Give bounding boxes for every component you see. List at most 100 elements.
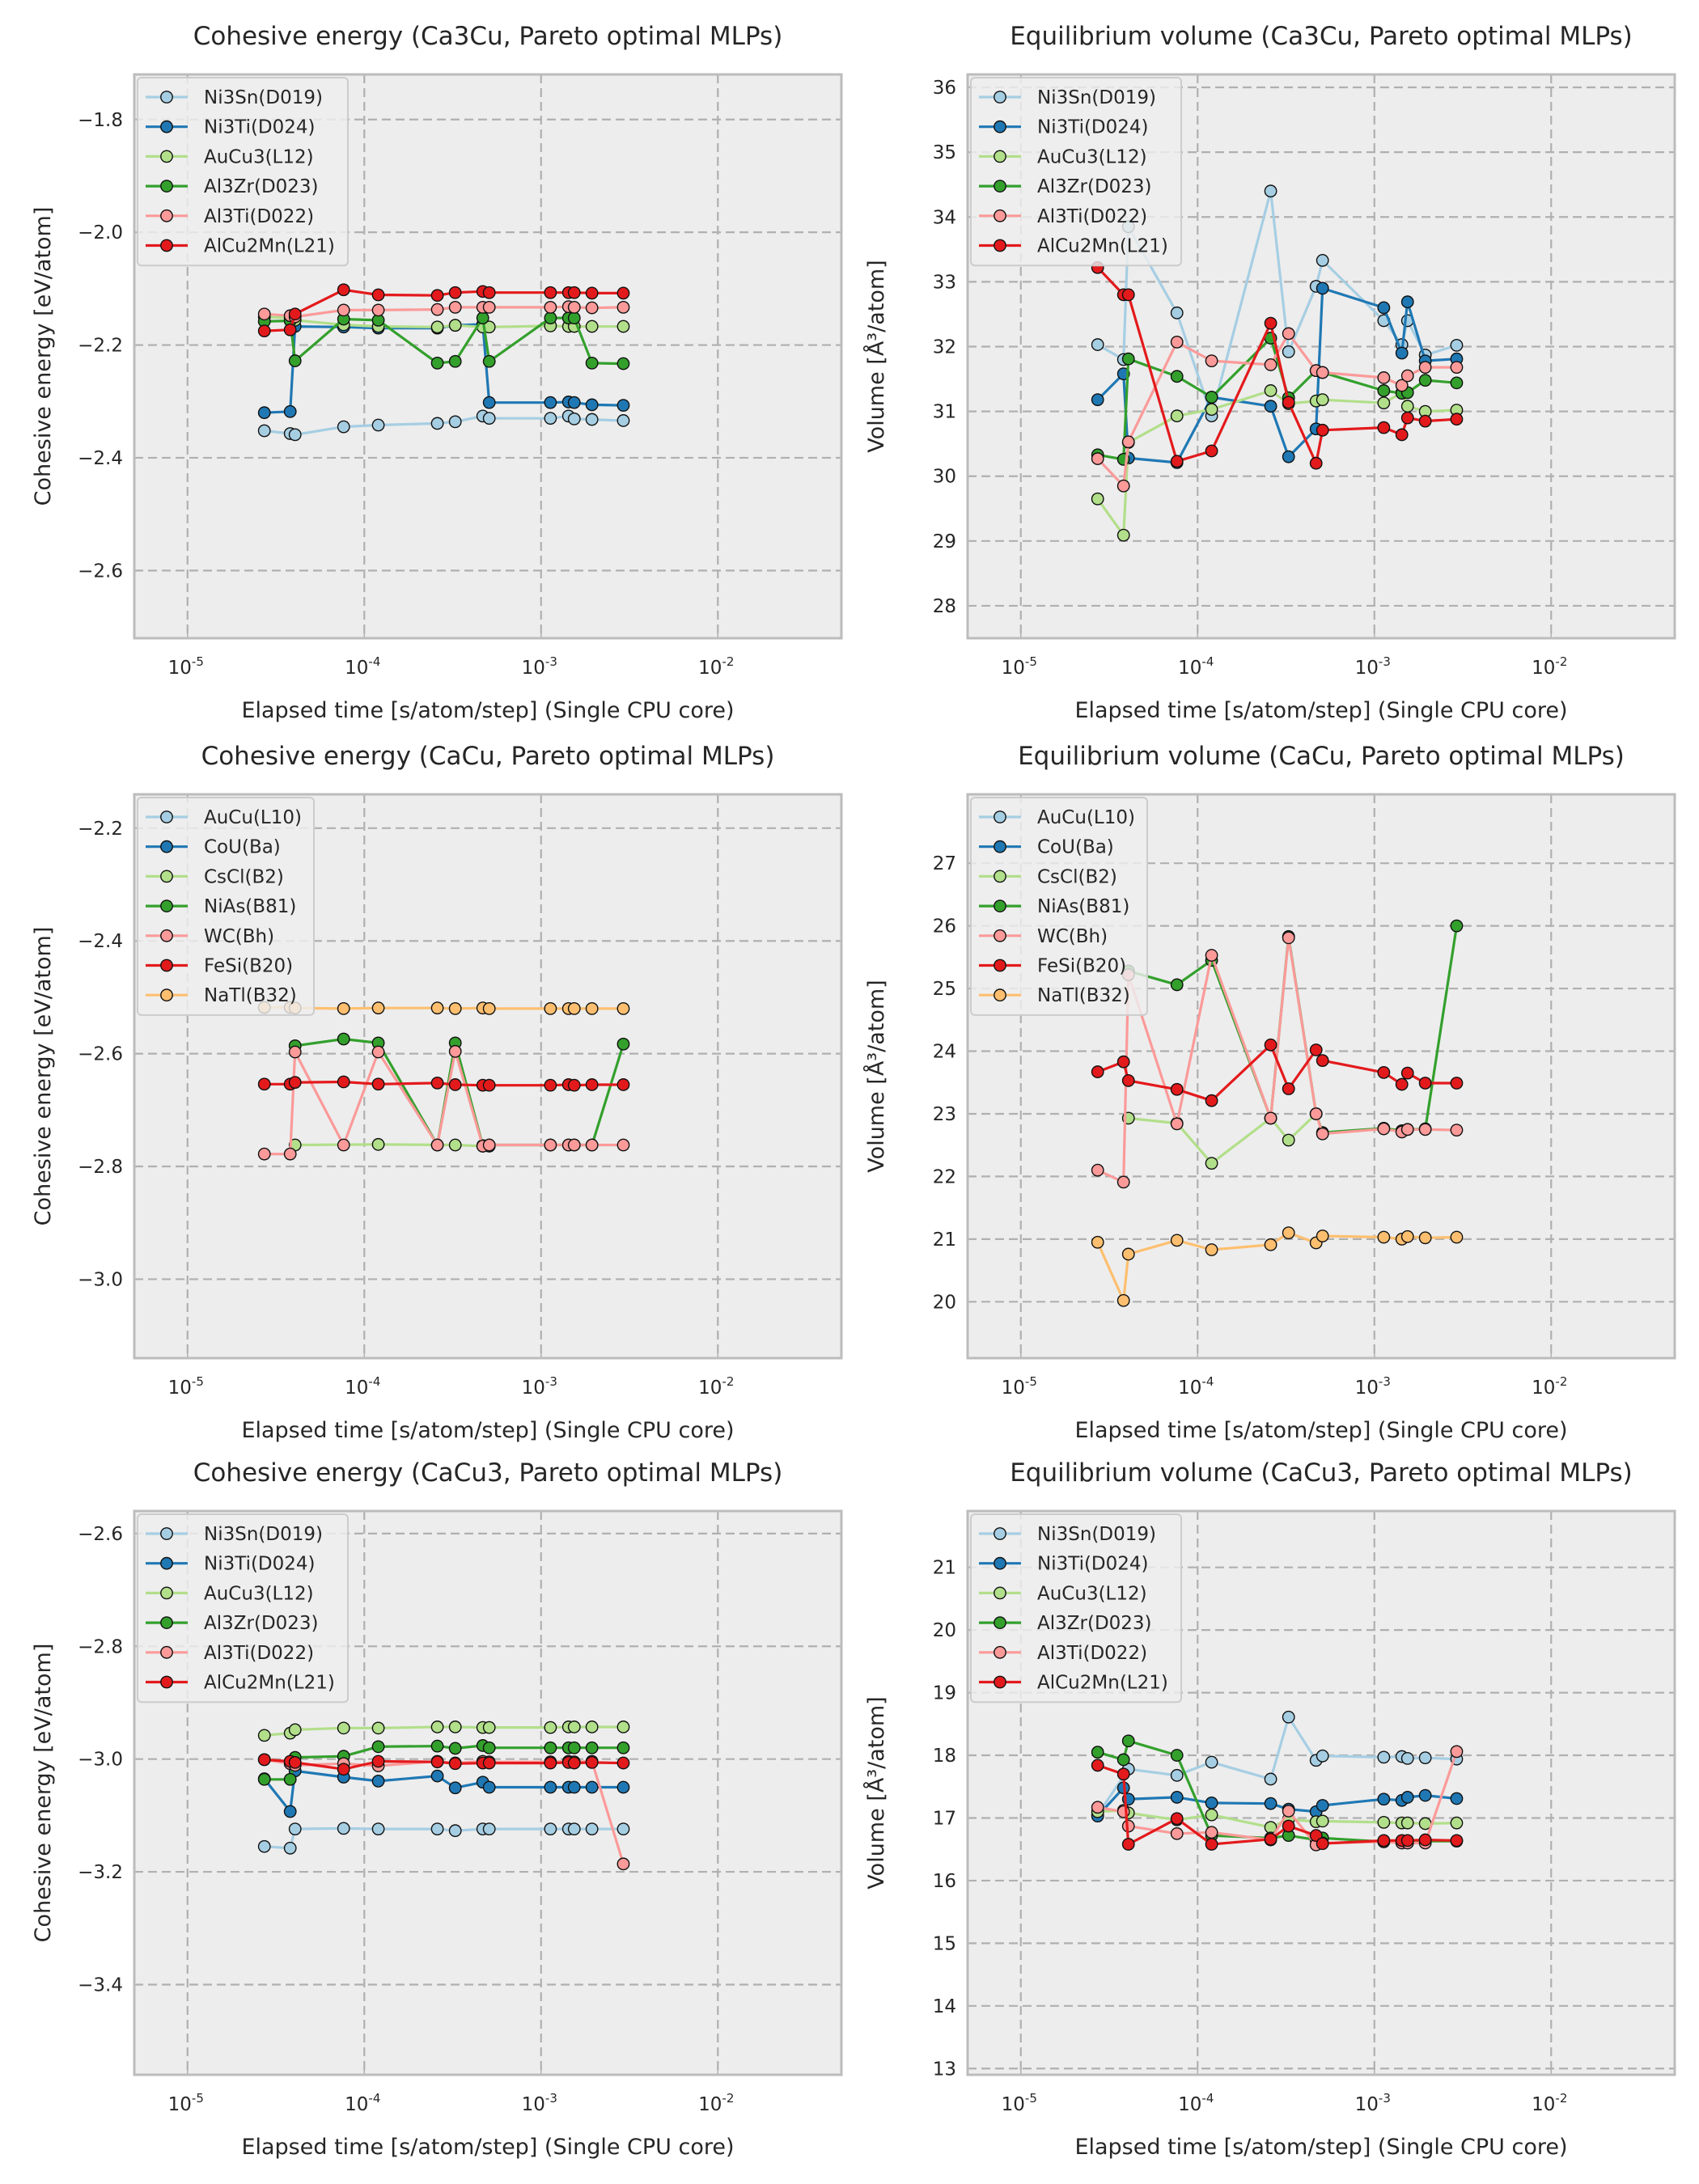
y-tick-label: 21 [933,1230,956,1251]
chart-svg: Equilibrium volume (CaCu3, Pareto optima… [863,1458,1676,2160]
data-point [585,1001,599,1015]
data-point [430,1755,444,1769]
x-tick-label: 10-2 [698,654,734,679]
y-tick-label: −2.6 [78,1044,123,1065]
chart-panel-cacu-energy: Cohesive energy (CaCu, Pareto optimal ML… [0,720,850,1443]
data-point [1091,1746,1104,1759]
data-point [1395,346,1409,360]
y-axis-label: Cohesive energy [eV/atom] [31,927,56,1226]
legend-marker [160,899,173,913]
legend-item: NaTl(B32) [146,985,297,1006]
data-point [1395,1077,1409,1091]
legend-marker [160,1586,173,1600]
data-point [1170,335,1184,349]
chart-panel-cacu3-energy: Cohesive energy (CaCu3, Pareto optimal M… [0,1437,850,2160]
data-point [1316,1837,1329,1851]
y-tick-label: −2.2 [78,336,123,357]
data-point [567,412,581,425]
legend-label: AuCu(L10) [1037,807,1135,828]
legend-item: AuCu(L10) [146,807,302,828]
data-point [257,406,271,420]
y-tick-label: 21 [933,1558,956,1579]
x-axis-label: Elapsed time [s/atom/step] (Single CPU c… [1074,1418,1567,1443]
data-point [1091,452,1104,465]
data-point [257,324,271,338]
data-point [430,1822,444,1836]
data-point [1377,396,1391,410]
data-point [430,320,444,334]
data-point [1400,1816,1414,1830]
series-alcu2mn-l21- [1091,260,1464,470]
data-point [337,1721,350,1735]
data-point [1116,1055,1130,1069]
data-point [337,1822,350,1835]
legend-item: Ni3Ti(D024) [146,117,316,138]
data-point [567,1078,581,1092]
data-point [1316,254,1329,267]
legend-label: Al3Zr(D023) [1037,1613,1152,1634]
legend-label: Al3Ti(D022) [204,206,314,227]
data-point [482,1822,496,1836]
y-tick-label: 13 [933,2059,956,2080]
data-point [585,286,599,300]
legend: Ni3Sn(D019) Ni3Ti(D024) AuCu3(L12) Al3Zr(D0… [137,77,349,267]
legend-marker [160,120,173,133]
data-point [288,354,302,367]
data-point [1170,1826,1184,1840]
legend-label: NaTl(B32) [1037,985,1130,1006]
y-tick-label: 24 [933,1042,956,1063]
data-point [1377,384,1391,397]
data-point [448,1721,462,1733]
y-tick-label: 30 [933,467,956,488]
data-point [482,1138,496,1152]
data-point [1400,1230,1414,1243]
x-tick-label: 10-3 [522,1374,557,1399]
data-point [616,1780,630,1794]
x-tick-label: 10-5 [1002,654,1037,679]
data-point [371,418,385,432]
data-point [257,1772,271,1786]
data-point [1282,345,1295,358]
legend-item: AuCu3(L12) [979,146,1147,167]
chart-svg: Equilibrium volume (Ca3Cu, Pareto optima… [863,22,1676,723]
data-point [616,1078,630,1091]
y-tick-label: 32 [933,336,956,358]
legend-item: Ni3Sn(D019) [979,87,1156,108]
x-tick-label: 10-4 [345,654,380,679]
data-point [482,1741,496,1754]
data-point [585,1822,599,1836]
legend-label: WC(Bh) [1037,926,1108,947]
data-point [1450,1230,1464,1244]
legend-label: CoU(Ba) [1037,837,1114,858]
data-point [1282,396,1295,409]
data-point [567,1721,581,1733]
data-point [283,1147,297,1161]
data-point [430,1138,444,1152]
legend-marker [994,1556,1006,1570]
y-axis-label: Volume [Å³/atom] [863,260,889,452]
legend-item: CoU(Ba) [146,837,281,858]
data-point [1400,1123,1414,1136]
data-point [1205,1826,1218,1839]
data-point [1450,338,1464,352]
data-point [585,1721,599,1733]
x-tick-label: 10-4 [1178,1374,1214,1399]
data-point [567,1780,581,1794]
data-point [257,1729,271,1742]
x-axis-label: Elapsed time [s/atom/step] (Single CPU c… [1074,698,1567,723]
data-point [1377,421,1391,434]
legend-marker [994,988,1006,1002]
data-point [430,1739,444,1753]
data-point [1205,1094,1218,1107]
data-point [1309,1107,1323,1120]
data-point [1091,1163,1104,1177]
y-tick-label: 27 [933,853,956,874]
plot-frame [133,793,843,1360]
legend-frame [137,797,315,1016]
data-point [448,1824,462,1838]
y-tick-label: 16 [933,1871,956,1892]
data-point [482,1780,496,1794]
legend-item: FeSi(B20) [979,956,1126,977]
legend-item: Ni3Sn(D019) [146,1524,323,1545]
data-point [337,303,350,317]
